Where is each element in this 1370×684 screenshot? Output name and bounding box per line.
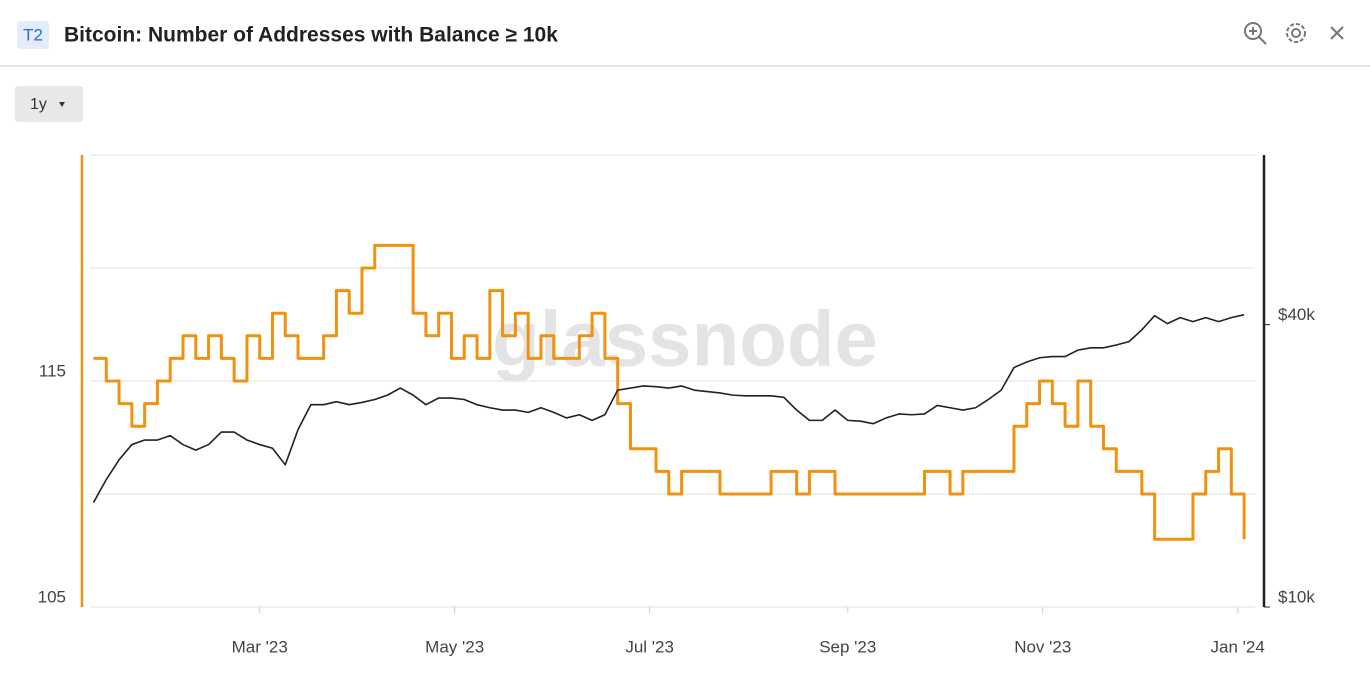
zoom-icon[interactable] [1244,22,1267,45]
x-tick-label: Mar '23 [232,637,288,656]
plot: 105 115 $10k $40k Mar '23 May '23 Jul '23 Sep '… [38,154,1315,656]
x-tick-label: Sep '23 [819,637,876,656]
range-button[interactable]: 1y [15,86,83,122]
y2-tick-label: $10k [1278,587,1315,606]
series-line [93,243,1246,541]
y2-tick-label: $40k [1278,305,1315,324]
badge-bg [17,21,49,49]
x-tick-label: Jan '24 [1211,637,1265,656]
y-tick-label: 115 [39,361,66,380]
watermark: glassnode [492,295,878,383]
settings-icon[interactable] [1286,23,1306,43]
range-button-label: 1y [30,96,47,113]
x-tick-label: Nov '23 [1014,637,1071,656]
x-tick-label: Jul '23 [625,637,674,656]
badge: T2 [23,25,43,44]
chart-title: Bitcoin: Number of Addresses with Balanc… [64,24,558,47]
close-icon[interactable] [1330,26,1344,40]
y-tick-label: 105 [38,587,66,606]
x-tick-label: May '23 [425,637,484,656]
series-line [92,313,1245,503]
